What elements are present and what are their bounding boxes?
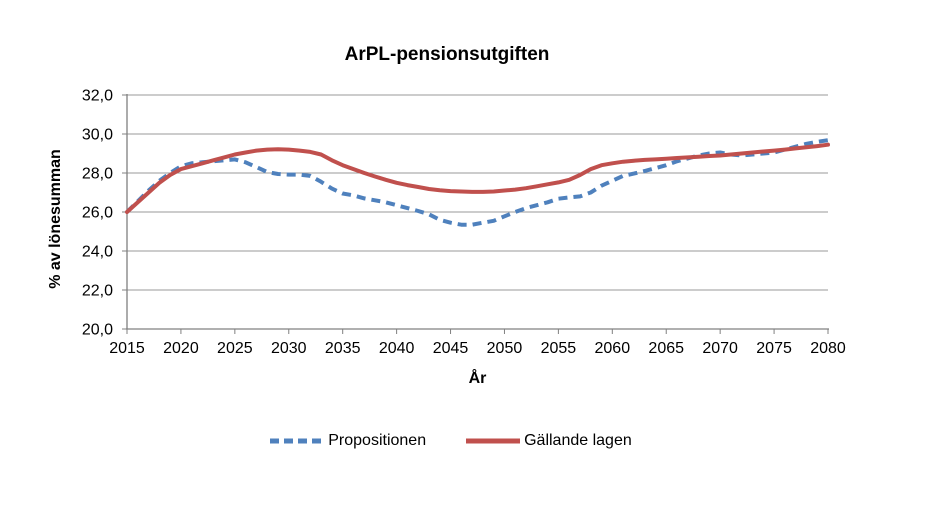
x-tick-label: 2075: [756, 340, 792, 357]
y-tick-label: 26,0: [82, 205, 113, 222]
x-axis-title: År: [468, 370, 487, 387]
chart-title: ArPL-pensionsutgiften: [344, 44, 550, 65]
x-tick-label: 2025: [217, 340, 253, 357]
y-tick-label: 20,0: [82, 322, 113, 339]
x-tick-label: 2055: [541, 340, 577, 357]
x-tick-label: 2040: [379, 340, 415, 357]
series-line-propositionen: [125, 138, 829, 227]
x-tick-label: 2080: [810, 340, 846, 357]
x-tick-label: 2050: [487, 340, 523, 357]
legend-item-propositionen: Propositionen: [268, 432, 426, 450]
x-tick-label: 2045: [433, 340, 469, 357]
x-tick-label: 2065: [648, 340, 684, 357]
y-tick-label: 22,0: [82, 283, 113, 300]
y-tick-label: 24,0: [82, 244, 113, 261]
plot-area: 20,0 22,0 24,0 26,0 28,0 30,0 32,0 2015 2020 2025…: [82, 88, 846, 358]
chart-legend: Propositionen Gällande lagen: [57, 432, 843, 450]
x-tick-label: 2030: [271, 340, 307, 357]
series-line-g-llande-lagen: [125, 142, 830, 214]
x-tick-label: 2060: [595, 340, 631, 357]
legend-item-gallande-lagen: Gällande lagen: [464, 432, 632, 450]
legend-label-gallande-lagen: Gällande lagen: [524, 432, 632, 449]
legend-label-propositionen: Propositionen: [328, 432, 427, 449]
dashed-line-swatch-icon: [270, 438, 325, 444]
x-tick-label: 2070: [702, 340, 738, 357]
solid-line-swatch-icon: [466, 438, 521, 444]
y-tick-label: 28,0: [82, 166, 113, 183]
x-tick-label: 2020: [163, 340, 199, 357]
x-tick-label: 2015: [109, 340, 145, 357]
y-tick-label: 30,0: [82, 127, 113, 144]
y-tick-label: 32,0: [82, 88, 113, 105]
x-tick-label: 2035: [325, 340, 361, 357]
